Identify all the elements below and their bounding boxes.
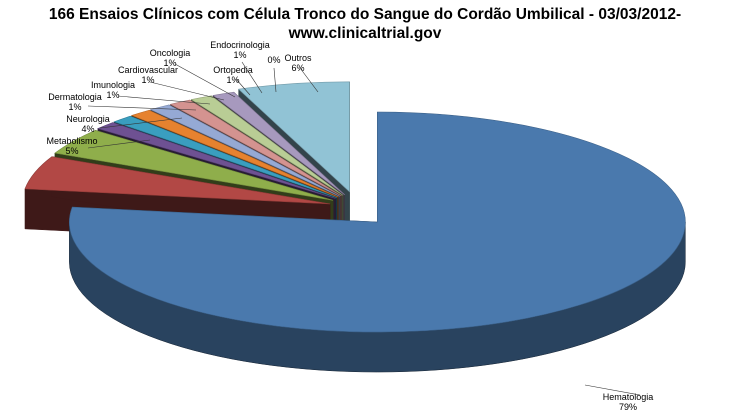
leader-line-2 bbox=[273, 67, 277, 93]
slice-ortopedia bbox=[169, 99, 342, 197]
label-name-neurologia: Neurologia bbox=[66, 114, 110, 124]
leader-line-9 bbox=[99, 117, 183, 129]
label-value-hematologia: 79% bbox=[619, 402, 637, 412]
slice-imunologia bbox=[113, 115, 337, 199]
label-name-ortopedia: Ortopedia bbox=[213, 65, 253, 75]
chart-title: 166 Ensaios Clínicos com Célula Tronco d… bbox=[48, 6, 682, 23]
label-value-ortopedia: 1% bbox=[226, 75, 239, 85]
label-name-imunologia: Imunologia bbox=[91, 80, 135, 90]
leader-line-1 bbox=[299, 67, 319, 93]
label-name-metabolismo: Metabolismo bbox=[46, 136, 97, 146]
leader-line-3 bbox=[241, 61, 263, 94]
slice-cardiovascular bbox=[130, 109, 339, 198]
leader-line-10 bbox=[87, 139, 151, 149]
label-value-imunologia: 1% bbox=[106, 90, 119, 100]
leader-line-6 bbox=[149, 81, 225, 101]
label-value-endocrinologia: 1% bbox=[233, 50, 246, 60]
leader-line-8 bbox=[87, 105, 197, 111]
label-value-oncologia: 1% bbox=[163, 58, 176, 68]
label-value-dermatologia: 1% bbox=[68, 102, 81, 112]
slice-metabolismo bbox=[24, 156, 331, 205]
leader-line-7 bbox=[117, 95, 211, 105]
label-name-endocrinologia: Endocrinologia bbox=[210, 40, 270, 50]
leader-line-5 bbox=[174, 63, 236, 98]
label-value-neurologia: 4% bbox=[81, 124, 94, 134]
label-value-zero: 0% bbox=[267, 55, 280, 65]
slice-dermatologia bbox=[97, 122, 336, 199]
leader-line-4 bbox=[235, 78, 251, 96]
slice-outros bbox=[237, 81, 350, 193]
label-name-outros: Outros bbox=[284, 53, 312, 63]
label-name-hematologia: Hematologia bbox=[603, 392, 654, 402]
leader-line-0 bbox=[584, 384, 641, 396]
slice-oncologia bbox=[149, 104, 340, 197]
label-value-cardiovascular: 1% bbox=[141, 75, 154, 85]
slice-endocrinologia bbox=[190, 95, 344, 196]
pie-tops bbox=[24, 81, 686, 333]
slice-zero bbox=[212, 91, 345, 196]
slice-hematologia bbox=[69, 111, 686, 333]
chart-subtitle: www.clinicaltrial.gov bbox=[288, 25, 442, 42]
slice-neurologia bbox=[54, 130, 334, 201]
label-value-metabolismo: 5% bbox=[65, 146, 78, 156]
label-name-dermatologia: Dermatologia bbox=[48, 92, 102, 102]
label-value-outros: 6% bbox=[291, 63, 304, 73]
label-name-oncologia: Oncologia bbox=[150, 48, 191, 58]
label-name-cardiovascular: Cardiovascular bbox=[118, 65, 178, 75]
